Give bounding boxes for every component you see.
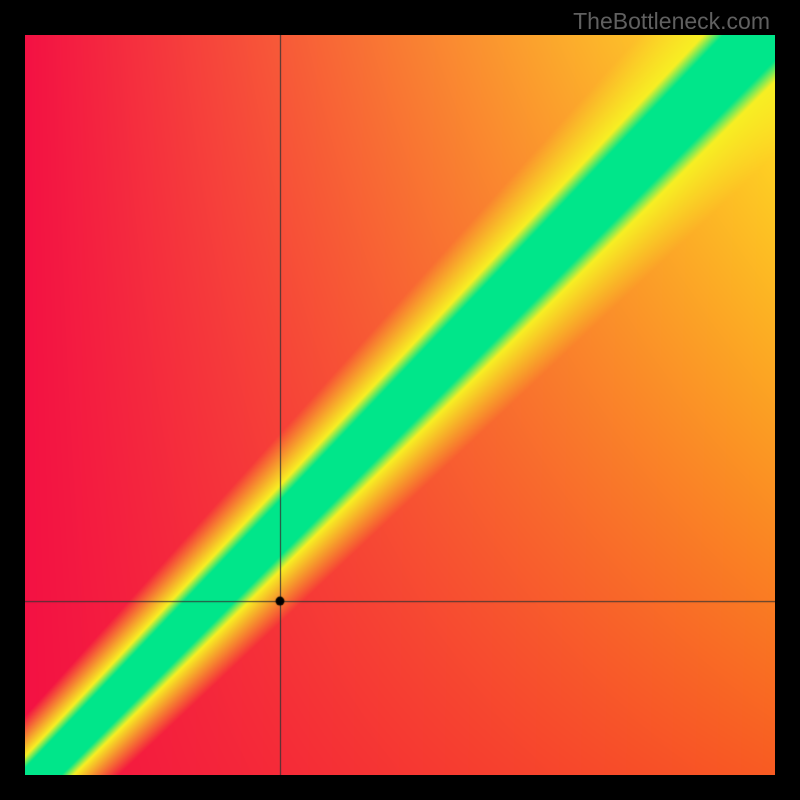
watermark-text: TheBottleneck.com: [573, 8, 770, 35]
bottleneck-heatmap: [25, 35, 775, 775]
heatmap-canvas: [25, 35, 775, 775]
